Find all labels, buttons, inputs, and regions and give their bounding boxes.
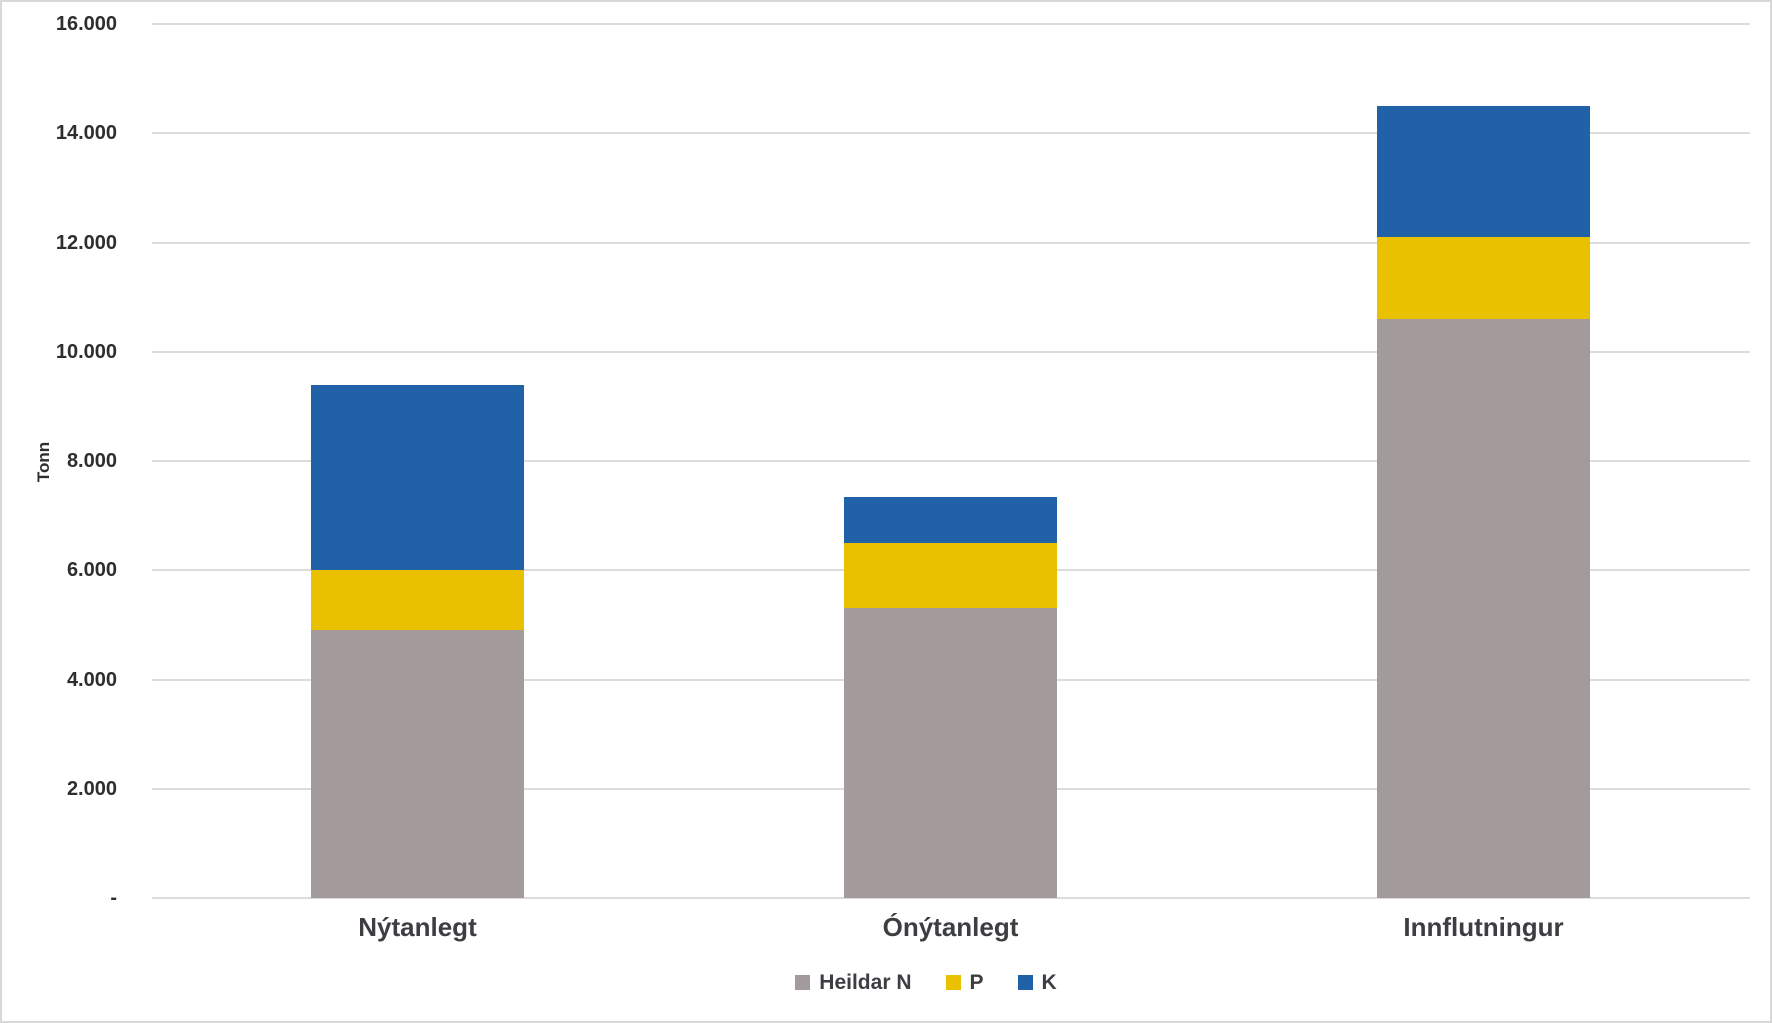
y-tick-label: 4.000 (66, 668, 117, 691)
stacked-bar-3 (1377, 105, 1590, 898)
legend-label-k: K (1041, 971, 1057, 994)
bar-segment-k (311, 384, 524, 571)
gridline (152, 350, 1750, 353)
legend-item-k: K (1017, 971, 1057, 994)
bar-segment-p (844, 542, 1057, 609)
gridline (152, 897, 1750, 899)
legend: Heildar N P K (82, 972, 1770, 993)
y-tick-label: 16.000 (55, 13, 117, 35)
x-axis-label: Nýtanlegt (358, 912, 477, 942)
legend-swatch-p (945, 975, 961, 990)
legend-item-p: P (945, 971, 984, 994)
y-tick-label: - (110, 887, 117, 909)
x-axis-label: Ónýtanlegt (882, 912, 1019, 942)
bar-segment-k (1377, 105, 1590, 238)
bar-segment-p (311, 570, 524, 631)
y-tick-label: 8.000 (66, 450, 117, 472)
legend-swatch-heildar-n (795, 975, 811, 990)
y-tick-label: 2.000 (66, 777, 117, 800)
legend-label-heildar-n: Heildar N (819, 971, 912, 994)
bar-segment-heildar-n (844, 608, 1057, 898)
y-tick-label: 14.000 (55, 122, 117, 145)
y-tick-label: 6.000 (66, 559, 117, 582)
stacked-bar-2 (844, 496, 1057, 898)
bar-segment-p (1377, 237, 1590, 319)
legend-swatch-k (1017, 975, 1033, 990)
gridline (152, 460, 1750, 462)
gridline (152, 132, 1750, 135)
gridline (152, 23, 1750, 25)
bar-segment-heildar-n (311, 630, 524, 898)
bar-segment-heildar-n (1377, 318, 1590, 898)
legend-label-p: P (969, 971, 984, 994)
y-tick-label: 10.000 (55, 340, 117, 363)
stacked-bar-1 (311, 384, 524, 898)
x-axis-label: Innflutningur (1403, 912, 1564, 942)
gridline (152, 241, 1750, 244)
y-tick-label: 12.000 (55, 231, 117, 254)
legend-item-heildar-n: Heildar N (795, 971, 912, 994)
bar-segment-k (844, 496, 1057, 543)
